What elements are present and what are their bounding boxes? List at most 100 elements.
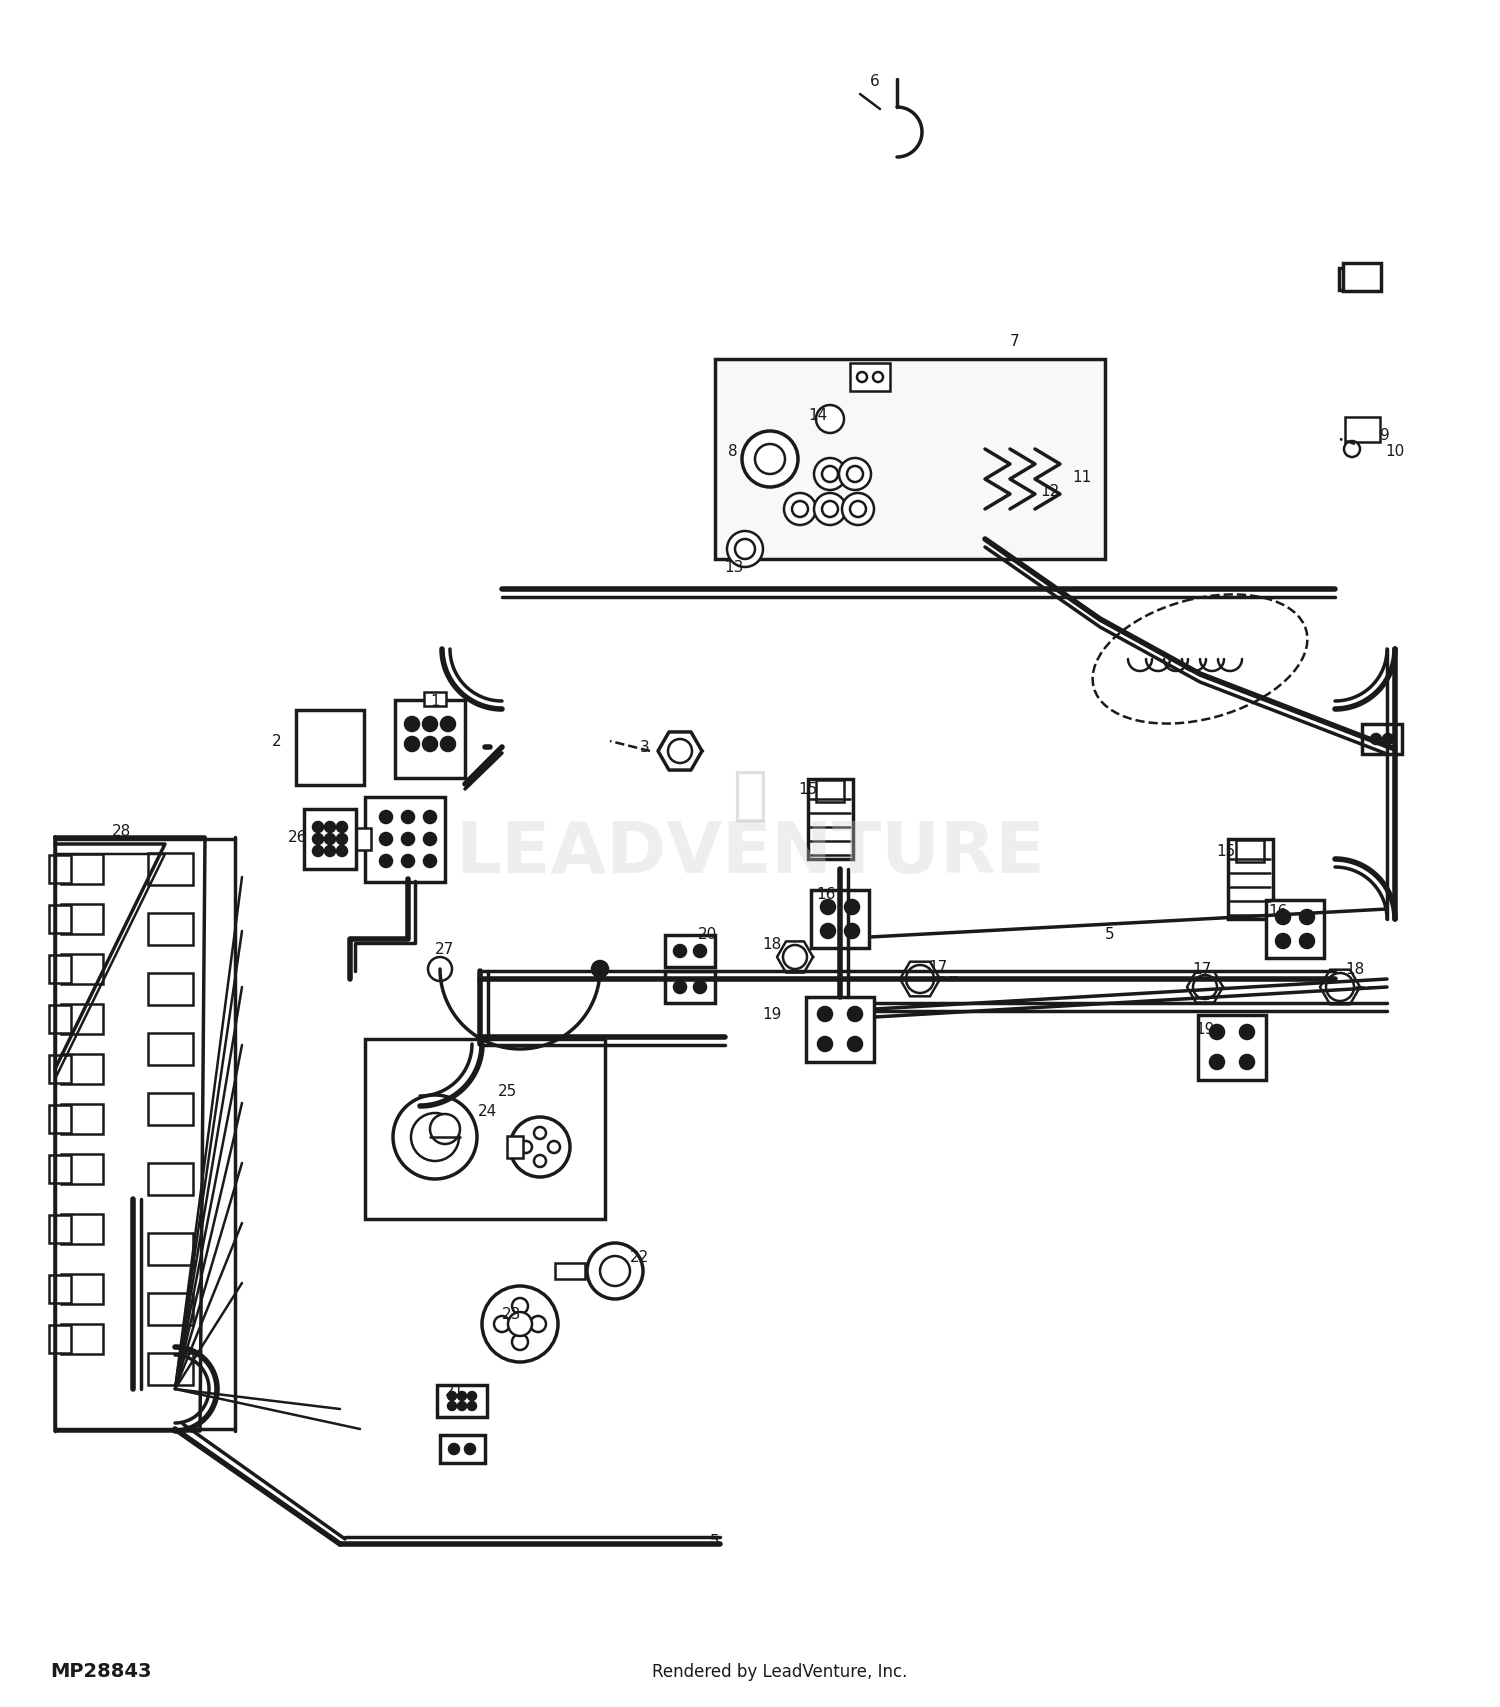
- Bar: [62, 1154, 104, 1185]
- Circle shape: [402, 811, 414, 823]
- Text: 7: 7: [1010, 335, 1020, 350]
- Circle shape: [821, 925, 836, 939]
- Circle shape: [694, 946, 706, 958]
- Circle shape: [873, 372, 883, 382]
- Circle shape: [465, 1444, 476, 1454]
- Circle shape: [405, 717, 418, 732]
- Bar: [50, 1055, 70, 1084]
- Circle shape: [424, 833, 436, 845]
- Text: 27: 27: [435, 942, 454, 958]
- Circle shape: [586, 1243, 644, 1299]
- Circle shape: [380, 833, 392, 845]
- Circle shape: [512, 1335, 528, 1350]
- Bar: [147, 1354, 192, 1384]
- Circle shape: [850, 502, 865, 517]
- Bar: [50, 1156, 70, 1183]
- Text: 17: 17: [928, 959, 948, 975]
- Circle shape: [844, 901, 859, 915]
- Circle shape: [1240, 1026, 1254, 1040]
- Text: 5: 5: [1106, 927, 1114, 942]
- Text: MP28843: MP28843: [50, 1661, 152, 1680]
- Circle shape: [1240, 1055, 1254, 1069]
- Text: LEADVENTURE: LEADVENTURE: [454, 819, 1046, 888]
- Circle shape: [402, 833, 414, 845]
- Bar: [424, 693, 445, 707]
- Bar: [50, 1215, 70, 1243]
- Text: 16: 16: [1268, 905, 1287, 918]
- Circle shape: [728, 531, 764, 568]
- Bar: [50, 1005, 70, 1033]
- Bar: [62, 1214, 104, 1244]
- Circle shape: [534, 1156, 546, 1168]
- Circle shape: [430, 1115, 460, 1144]
- Bar: [50, 1275, 70, 1302]
- Text: 5: 5: [710, 1533, 720, 1548]
- Circle shape: [600, 1256, 630, 1287]
- Circle shape: [512, 1299, 528, 1314]
- Bar: [352, 828, 370, 850]
- Text: 3: 3: [640, 741, 650, 754]
- Text: 16: 16: [816, 888, 836, 901]
- Bar: [440, 1436, 485, 1463]
- Bar: [304, 809, 355, 869]
- Circle shape: [458, 1393, 466, 1400]
- Text: 23: 23: [503, 1308, 522, 1321]
- Circle shape: [338, 847, 346, 857]
- Text: 25: 25: [498, 1084, 517, 1099]
- Circle shape: [326, 835, 334, 845]
- Circle shape: [694, 982, 706, 993]
- Circle shape: [742, 432, 798, 488]
- Circle shape: [783, 946, 807, 970]
- Circle shape: [1371, 734, 1382, 744]
- Ellipse shape: [1092, 596, 1308, 724]
- Bar: [1340, 268, 1371, 290]
- Circle shape: [822, 502, 839, 517]
- Circle shape: [592, 961, 608, 978]
- Text: 13: 13: [724, 560, 744, 575]
- Bar: [147, 854, 192, 886]
- Circle shape: [427, 958, 451, 982]
- Bar: [664, 971, 716, 1004]
- Bar: [507, 1137, 524, 1159]
- Bar: [394, 700, 465, 778]
- Bar: [1227, 840, 1272, 920]
- Circle shape: [847, 1038, 862, 1052]
- Circle shape: [815, 493, 846, 526]
- Text: 12: 12: [1040, 485, 1059, 498]
- Text: 8: 8: [728, 444, 738, 459]
- Circle shape: [815, 459, 846, 490]
- Bar: [50, 905, 70, 934]
- Circle shape: [326, 847, 334, 857]
- Circle shape: [482, 1287, 558, 1362]
- Bar: [147, 1232, 192, 1265]
- Text: 4: 4: [336, 840, 345, 855]
- Bar: [62, 1325, 104, 1354]
- Circle shape: [411, 1113, 459, 1161]
- Circle shape: [1192, 975, 1216, 999]
- Circle shape: [530, 1316, 546, 1331]
- Circle shape: [520, 1142, 532, 1154]
- Circle shape: [847, 466, 862, 483]
- Circle shape: [818, 1038, 833, 1052]
- Text: 9: 9: [1380, 427, 1389, 442]
- Bar: [147, 1162, 192, 1195]
- Circle shape: [821, 901, 836, 915]
- Circle shape: [441, 717, 454, 732]
- Text: 19: 19: [1196, 1022, 1215, 1036]
- Circle shape: [822, 466, 839, 483]
- Circle shape: [1210, 1026, 1224, 1040]
- Circle shape: [839, 459, 872, 490]
- Circle shape: [668, 739, 692, 763]
- Text: 1: 1: [430, 695, 439, 708]
- Bar: [1266, 901, 1324, 958]
- Circle shape: [314, 835, 322, 845]
- Circle shape: [338, 835, 346, 845]
- Text: 19: 19: [762, 1007, 782, 1022]
- Circle shape: [754, 446, 784, 475]
- Bar: [62, 1055, 104, 1084]
- Text: 24: 24: [478, 1104, 496, 1118]
- Circle shape: [338, 823, 346, 833]
- Circle shape: [906, 966, 934, 993]
- Bar: [50, 956, 70, 983]
- Bar: [807, 780, 852, 860]
